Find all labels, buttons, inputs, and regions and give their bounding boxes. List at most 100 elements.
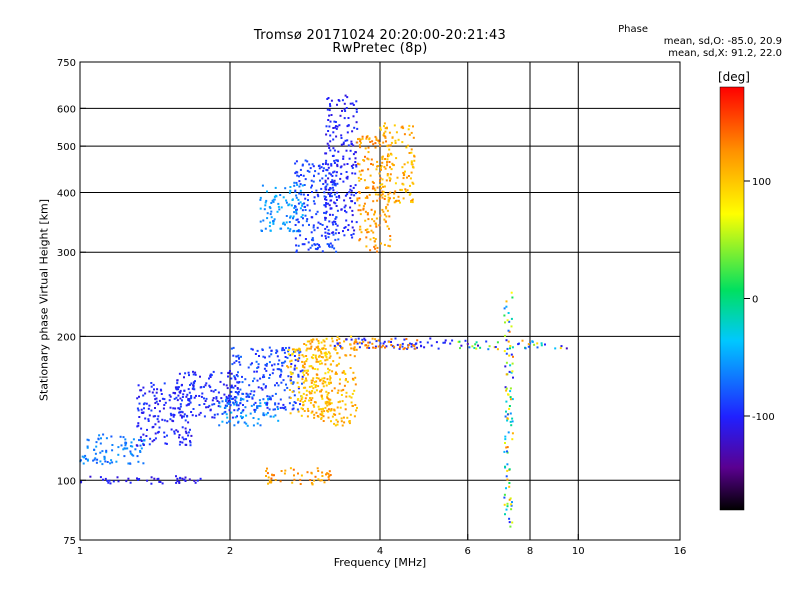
- data-point: [335, 159, 338, 162]
- data-point: [178, 482, 181, 484]
- data-point: [160, 393, 163, 395]
- data-point: [396, 343, 399, 346]
- data-point: [124, 442, 127, 445]
- data-point: [226, 387, 229, 390]
- data-point: [245, 392, 248, 395]
- data-point: [328, 474, 331, 477]
- data-point: [315, 189, 318, 192]
- data-point: [340, 208, 343, 211]
- data-point: [320, 394, 323, 397]
- data-point: [385, 215, 388, 218]
- data-point: [309, 479, 312, 481]
- data-point: [332, 138, 335, 141]
- data-point: [97, 437, 100, 440]
- data-point: [300, 395, 303, 397]
- data-point: [329, 103, 331, 106]
- data-point: [370, 208, 373, 211]
- data-point: [332, 189, 335, 192]
- data-point: [92, 459, 95, 462]
- data-point: [296, 358, 299, 361]
- data-point: [225, 395, 228, 398]
- data-point: [154, 415, 157, 418]
- data-point: [265, 470, 268, 472]
- data-point: [327, 97, 330, 99]
- data-point: [310, 365, 313, 368]
- data-point: [383, 198, 386, 200]
- data-point: [354, 157, 357, 160]
- data-point: [179, 411, 182, 414]
- data-point: [136, 407, 139, 410]
- data-point: [298, 175, 300, 178]
- data-point: [381, 183, 384, 186]
- data-point: [359, 213, 362, 216]
- data-point: [326, 232, 329, 235]
- data-point: [336, 224, 339, 227]
- data-point: [407, 128, 410, 131]
- data-point: [329, 207, 332, 210]
- data-point: [323, 340, 326, 343]
- data-point: [380, 168, 382, 171]
- data-point: [505, 305, 508, 308]
- data-point: [371, 218, 374, 221]
- data-point: [283, 349, 286, 351]
- data-point: [181, 477, 184, 480]
- x-axis-label: Frequency [MHz]: [333, 556, 427, 569]
- data-point: [367, 186, 370, 189]
- data-point: [308, 385, 311, 388]
- data-point: [385, 345, 388, 348]
- data-point: [272, 200, 275, 203]
- data-point: [320, 350, 322, 353]
- data-point: [403, 133, 406, 136]
- data-point: [381, 193, 384, 196]
- data-point: [314, 368, 317, 370]
- data-point: [203, 403, 206, 405]
- data-point: [504, 442, 506, 444]
- data-point: [343, 163, 346, 166]
- data-point: [388, 148, 391, 151]
- data-point: [198, 413, 201, 416]
- data-point: [339, 400, 341, 403]
- data-point: [379, 126, 382, 129]
- data-point: [317, 221, 320, 224]
- data-point: [372, 163, 374, 166]
- data-point: [219, 380, 222, 383]
- data-point: [327, 192, 330, 195]
- data-point: [224, 404, 227, 407]
- data-point: [350, 401, 353, 404]
- data-point: [506, 446, 509, 449]
- data-point: [352, 186, 355, 189]
- data-point: [301, 209, 304, 212]
- data-point: [414, 347, 417, 350]
- data-point: [330, 199, 333, 202]
- data-point: [334, 346, 337, 349]
- data-point: [252, 424, 255, 427]
- data-point: [409, 192, 412, 195]
- data-point: [266, 467, 268, 470]
- data-point: [293, 367, 296, 370]
- data-point: [380, 187, 382, 190]
- data-point: [294, 189, 297, 192]
- data-point: [229, 386, 232, 389]
- data-point: [228, 398, 231, 401]
- data-point: [404, 170, 406, 173]
- data-point: [179, 440, 182, 443]
- stats-header: Phase: [618, 24, 648, 35]
- data-point: [142, 433, 145, 436]
- data-point: [261, 388, 264, 391]
- data-point: [264, 363, 267, 366]
- data-point: [188, 374, 190, 377]
- data-point: [210, 389, 213, 392]
- data-point: [358, 239, 361, 242]
- data-point: [360, 178, 363, 180]
- plot-grid: [80, 62, 680, 540]
- data-point: [310, 471, 313, 474]
- data-point: [345, 171, 348, 173]
- data-point: [511, 398, 514, 401]
- data-point: [338, 195, 340, 197]
- data-point: [388, 227, 390, 230]
- data-point: [367, 151, 370, 154]
- data-point: [163, 419, 166, 422]
- data-point: [321, 177, 324, 180]
- data-point: [321, 397, 324, 400]
- data-point: [253, 390, 256, 393]
